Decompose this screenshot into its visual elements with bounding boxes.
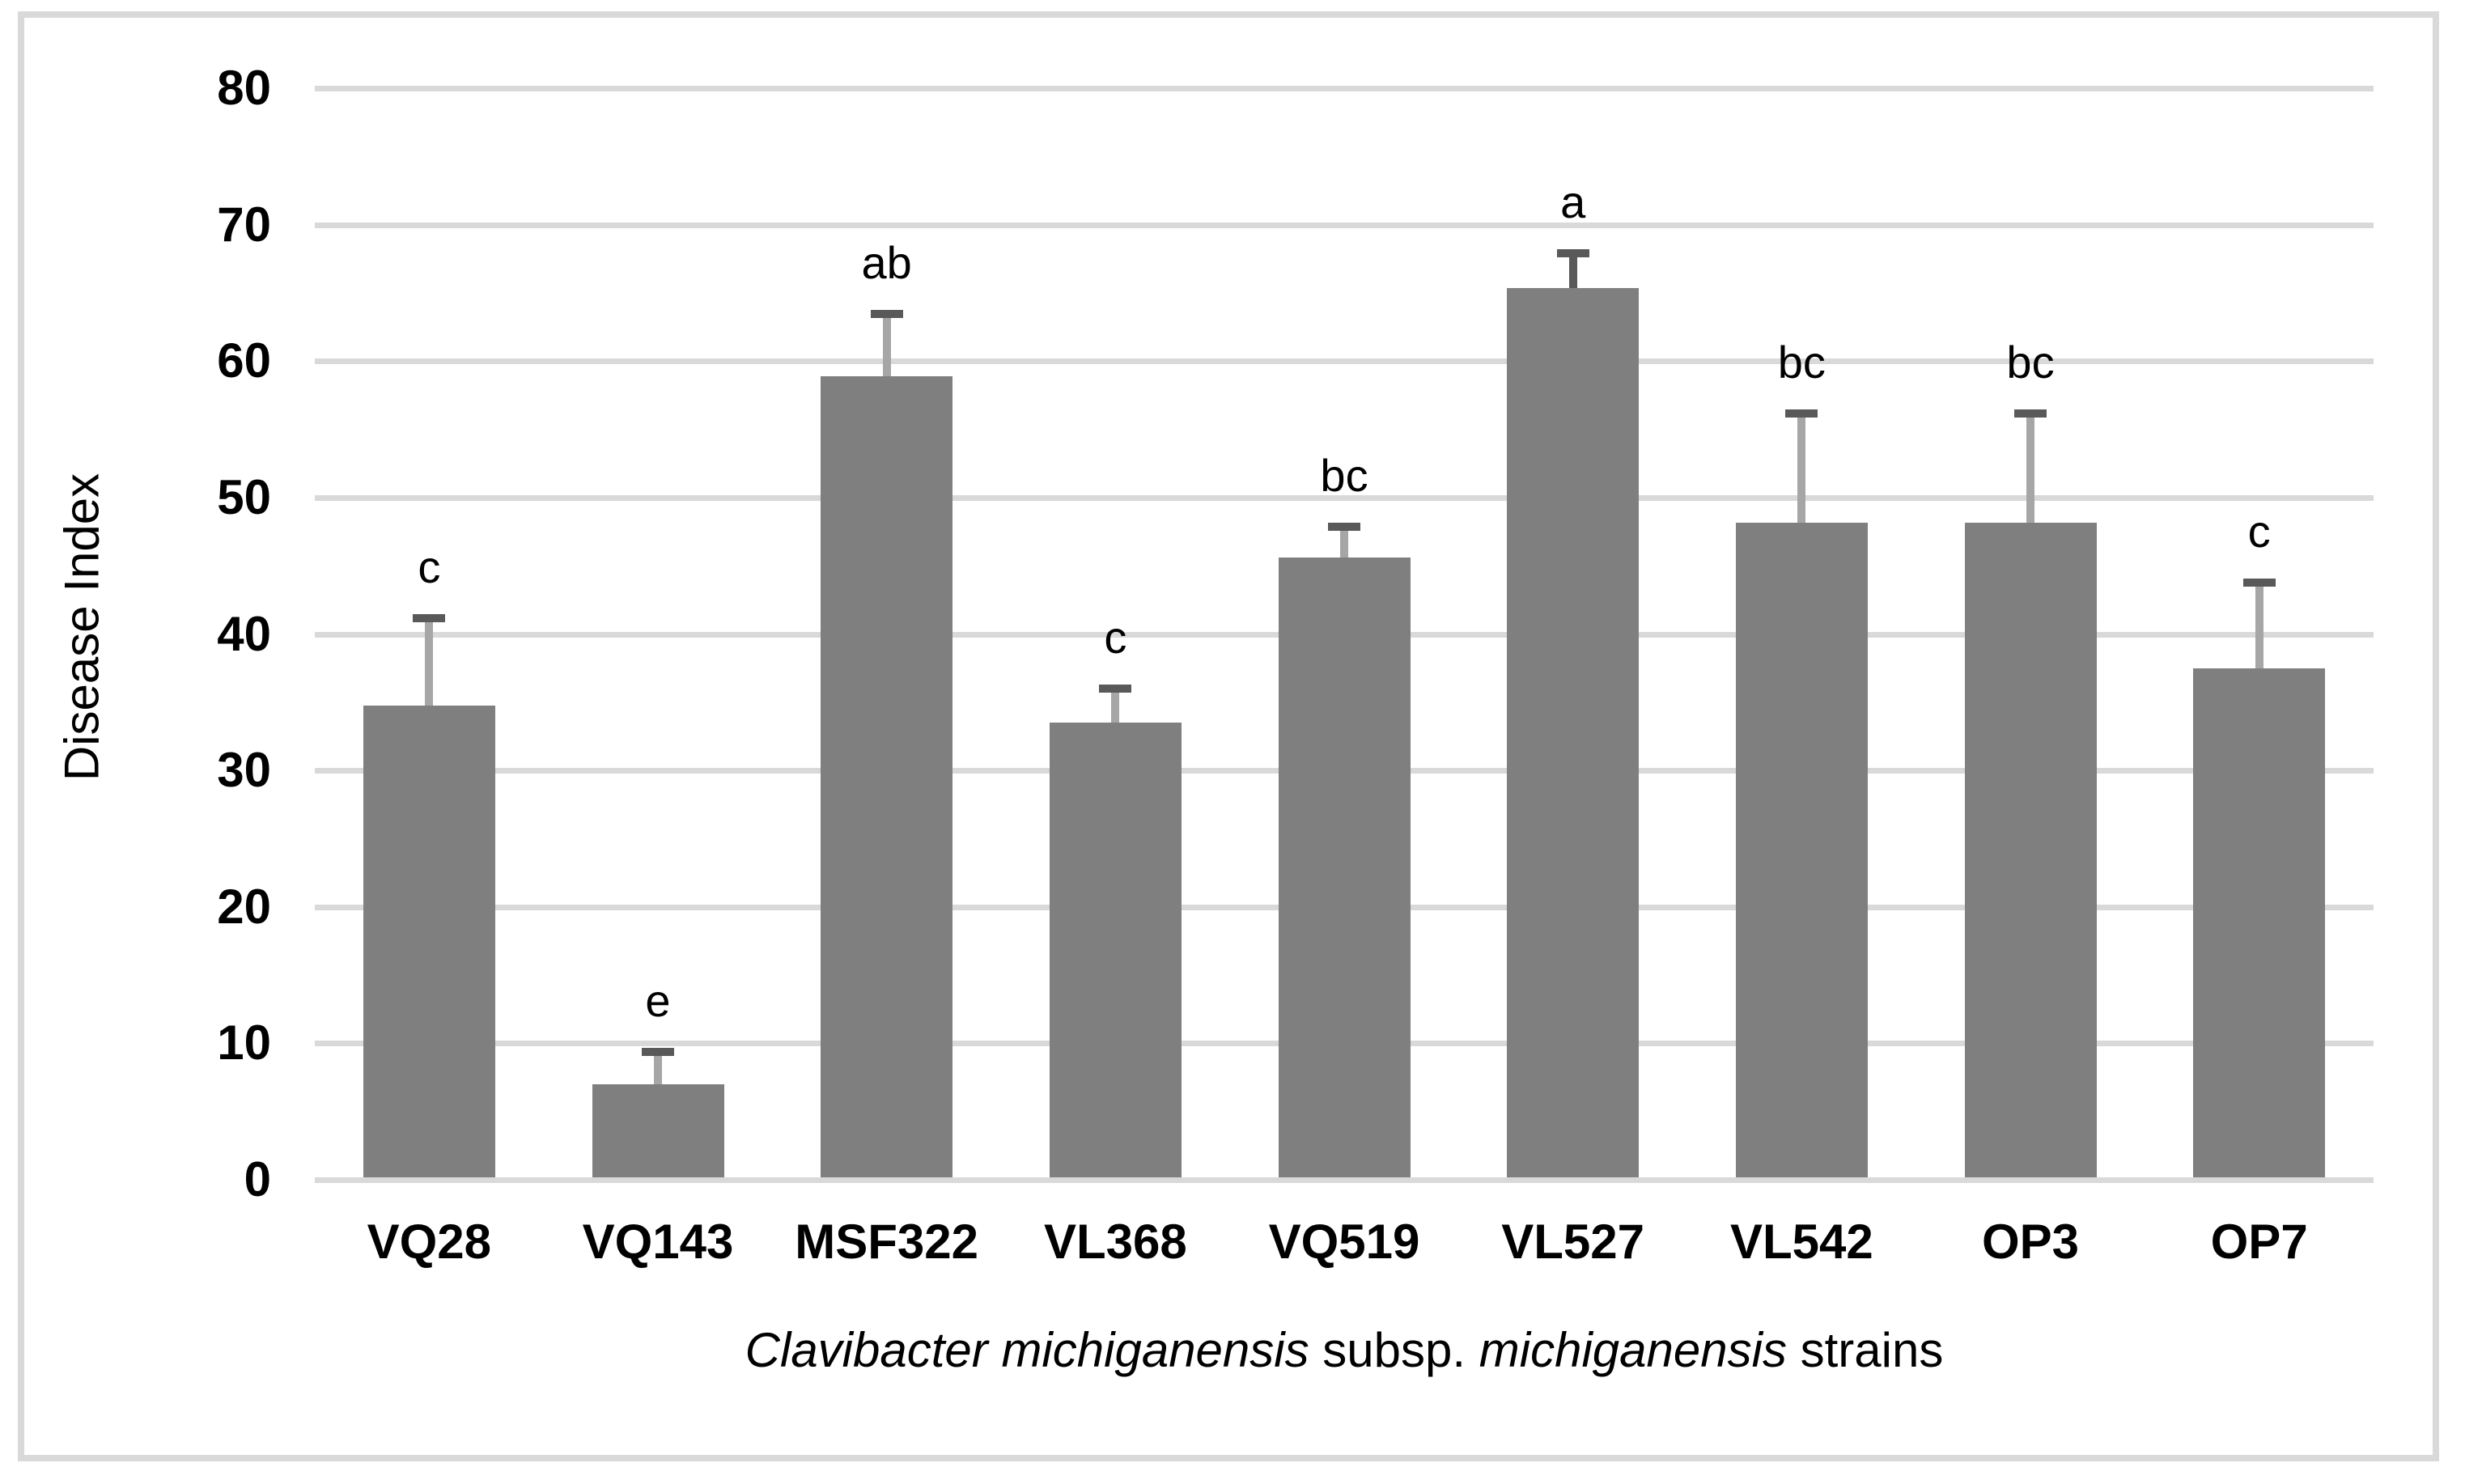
error-bar-stem-VL542: [1797, 413, 1806, 523]
sig-letter-OP7: c: [2247, 505, 2271, 557]
y-tick-label-10: 10: [217, 1015, 271, 1071]
x-axis-title-part-1: subsp.: [1309, 1323, 1479, 1377]
x-axis-title-part-0: Clavibacter michiganensis: [745, 1323, 1309, 1377]
gridline-y-80: [315, 86, 2374, 91]
x-category-label-MSF322: MSF322: [795, 1215, 979, 1269]
x-category-label-VL542: VL542: [1729, 1215, 1873, 1269]
error-bar-cap-MSF322: [870, 309, 903, 318]
y-axis-title: Disease Index: [54, 473, 109, 782]
sig-letter-VQ143: e: [645, 974, 671, 1026]
bar-VL527: [1507, 287, 1640, 1177]
y-tick-label-60: 60: [217, 333, 271, 388]
x-category-label-OP3: OP3: [1981, 1215, 2080, 1269]
y-tick-label-30: 30: [217, 743, 271, 798]
x-category-label-VQ519: VQ519: [1268, 1215, 1420, 1269]
error-bar-cap-VL527: [1556, 249, 1589, 258]
error-bar-cap-OP3: [2014, 409, 2047, 418]
error-bar-cap-VQ28: [413, 613, 446, 622]
error-bar-cap-VQ143: [642, 1047, 674, 1056]
sig-letter-VL527: a: [1560, 176, 1586, 228]
x-axis-title-part-2: michiganensis: [1479, 1323, 1787, 1377]
x-axis-title: Clavibacter michiganensis subsp. michiga…: [315, 1319, 2374, 1382]
x-category-label-OP7: OP7: [2210, 1215, 2308, 1269]
error-bar-stem-MSF322: [882, 313, 891, 377]
gridline-y-70: [315, 222, 2374, 228]
bar-VQ28: [363, 705, 495, 1177]
error-bar-cap-VQ519: [1328, 522, 1360, 531]
y-tick-label-80: 80: [217, 61, 271, 115]
sig-letter-VQ519: bc: [1320, 449, 1368, 501]
gridline-y-50: [315, 494, 2374, 501]
error-bar-stem-OP7: [2255, 582, 2263, 668]
bar-VQ143: [592, 1084, 724, 1177]
error-bar-stem-VQ28: [425, 617, 434, 706]
x-category-label-VL527: VL527: [1501, 1215, 1645, 1269]
x-category-label-VQ143: VQ143: [582, 1215, 734, 1269]
y-tick-label-70: 70: [217, 197, 271, 252]
y-tick-label-20: 20: [217, 879, 271, 934]
bar-MSF322: [821, 376, 953, 1177]
error-bar-cap-OP7: [2242, 578, 2276, 587]
error-bar-stem-OP3: [2026, 413, 2034, 523]
sig-letter-VQ28: c: [418, 541, 441, 592]
gridline-y-0: [315, 1177, 2374, 1183]
error-bar-cap-VL368: [1099, 685, 1132, 693]
gridline-y-60: [315, 358, 2374, 365]
error-bar-stem-VQ143: [654, 1051, 662, 1085]
x-axis-title-part-3: strains: [1786, 1323, 1944, 1377]
sig-letter-OP3: bc: [2006, 336, 2055, 388]
sig-letter-VL542: bc: [1777, 336, 1826, 388]
error-bar-stem-VQ519: [1340, 526, 1348, 558]
chart-border: [18, 11, 2439, 1461]
error-bar-stem-VL527: [1568, 253, 1577, 288]
bar-OP3: [1964, 522, 2097, 1177]
bar-VL542: [1735, 522, 1868, 1177]
y-tick-label-50: 50: [217, 469, 271, 524]
bar-VQ519: [1278, 558, 1411, 1177]
y-tick-label-40: 40: [217, 606, 271, 661]
bar-OP7: [2193, 668, 2326, 1177]
x-category-label-VQ28: VQ28: [367, 1215, 492, 1269]
sig-letter-MSF322: ab: [861, 236, 912, 288]
plot-area: c e ab c bc a bc bc c: [315, 86, 2374, 1183]
bar-VL368: [1049, 723, 1182, 1177]
sig-letter-VL368: c: [1104, 612, 1127, 664]
x-category-label-VL368: VL368: [1043, 1215, 1187, 1269]
error-bar-stem-VL368: [1111, 689, 1120, 723]
y-tick-label-0: 0: [244, 1152, 271, 1206]
error-bar-cap-VL542: [1785, 409, 1818, 418]
